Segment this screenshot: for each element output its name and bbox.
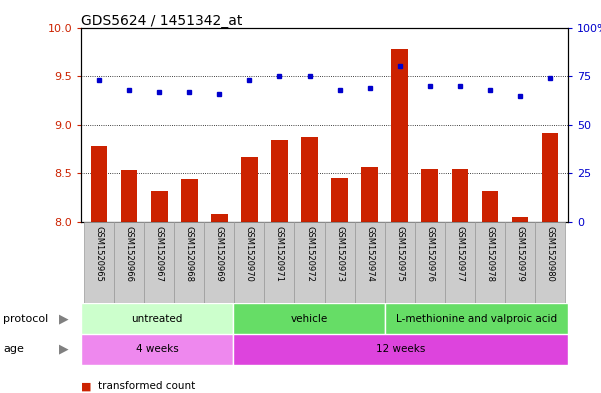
Bar	[355, 222, 385, 303]
Text: 12 weeks: 12 weeks	[376, 344, 426, 354]
Text: protocol: protocol	[3, 314, 48, 324]
Bar	[211, 214, 228, 222]
Text: L-methionine and valproic acid: L-methionine and valproic acid	[396, 314, 557, 324]
Text: 4 weeks: 4 weeks	[136, 344, 178, 354]
Text: GSM1520972: GSM1520972	[305, 226, 314, 282]
Text: GSM1520965: GSM1520965	[95, 226, 103, 282]
Bar	[475, 222, 505, 303]
Bar	[451, 169, 468, 222]
Text: GDS5624 / 1451342_at: GDS5624 / 1451342_at	[81, 14, 243, 28]
Bar	[81, 303, 233, 334]
Text: GSM1520980: GSM1520980	[546, 226, 554, 282]
Bar	[114, 222, 144, 303]
Bar	[233, 303, 385, 334]
Bar	[505, 222, 535, 303]
Bar	[445, 222, 475, 303]
Bar	[84, 222, 114, 303]
Text: GSM1520968: GSM1520968	[185, 226, 194, 282]
Bar	[144, 222, 174, 303]
Text: GSM1520974: GSM1520974	[365, 226, 374, 282]
Bar	[91, 146, 108, 222]
Text: transformed count: transformed count	[98, 381, 195, 391]
Text: GSM1520979: GSM1520979	[516, 226, 524, 282]
Bar	[204, 222, 234, 303]
Bar	[511, 217, 528, 222]
Bar	[271, 140, 288, 222]
Bar	[325, 222, 355, 303]
Text: vehicle: vehicle	[291, 314, 328, 324]
Text: GSM1520977: GSM1520977	[456, 226, 464, 282]
Text: GSM1520967: GSM1520967	[155, 226, 163, 282]
Text: GSM1520975: GSM1520975	[395, 226, 404, 282]
Text: GSM1520971: GSM1520971	[275, 226, 284, 282]
Bar	[264, 222, 294, 303]
Bar	[481, 191, 498, 222]
Bar	[542, 132, 558, 222]
Bar	[301, 138, 318, 222]
Text: GSM1520978: GSM1520978	[486, 226, 494, 282]
Text: GSM1520973: GSM1520973	[335, 226, 344, 282]
Bar	[421, 169, 438, 222]
Text: GSM1520966: GSM1520966	[125, 226, 133, 282]
Text: GSM1520969: GSM1520969	[215, 226, 224, 282]
Bar	[535, 222, 565, 303]
Bar	[361, 167, 378, 222]
Text: untreated: untreated	[132, 314, 183, 324]
Text: GSM1520970: GSM1520970	[245, 226, 254, 282]
Text: GSM1520976: GSM1520976	[426, 226, 434, 282]
Bar	[121, 171, 138, 222]
Bar	[233, 334, 568, 365]
Bar	[234, 222, 264, 303]
Text: ■: ■	[81, 381, 91, 391]
Bar	[385, 303, 568, 334]
Text: ▶: ▶	[59, 312, 69, 325]
Text: ▶: ▶	[59, 343, 69, 356]
Bar	[331, 178, 348, 222]
Bar	[385, 222, 415, 303]
Text: age: age	[3, 344, 24, 354]
Bar	[391, 49, 408, 222]
Bar	[415, 222, 445, 303]
Bar	[151, 191, 168, 222]
Bar	[81, 334, 233, 365]
Bar	[241, 157, 258, 222]
Bar	[294, 222, 325, 303]
Bar	[181, 179, 198, 222]
Bar	[174, 222, 204, 303]
